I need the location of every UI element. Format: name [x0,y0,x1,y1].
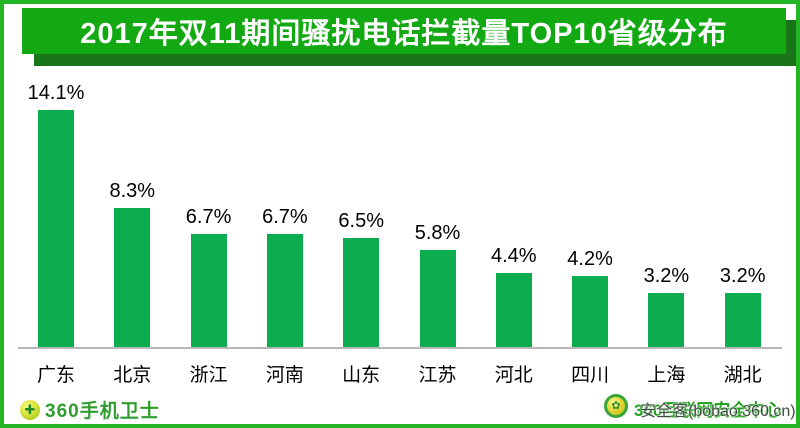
axis-category-label: 河北 [494,365,533,386]
bar-value-label: 6.7% [262,206,308,228]
360-mobile-guard-icon: ✚ [20,399,40,420]
axis-category-label: 江苏 [418,365,457,386]
axis-category-label: 广东 [36,365,75,386]
bar [419,250,456,347]
axis-category-label: 北京 [113,365,152,386]
footer-left-logo: ✚ 360手机卫士 [20,396,160,423]
bar [724,293,761,347]
bar-group: 3.2% [705,265,781,347]
bar-value-label: 5.8% [414,222,461,244]
bar-value-label: 8.3% [109,180,156,202]
page-title: 2017年双11期间骚扰电话拦截量TOP10省级分布 [80,18,728,50]
chart-canvas: 2017年双11期间骚扰电话拦截量TOP10省级分布 14.1% 8.3% 6.7%… [4,4,796,424]
bar-value-label: 6.7% [185,206,232,228]
x-axis-line [18,347,782,349]
bar-group: 14.1% [18,82,94,347]
bar-group: 3.2% [628,265,704,347]
bar-value-label: 6.5% [338,210,384,232]
bar [190,234,227,347]
bar-group: 6.5% [323,210,399,347]
axis-category-label: 上海 [647,365,686,386]
bar [572,276,609,347]
axis-category-label: 浙江 [189,365,228,386]
axis-category-label: 河南 [265,365,304,386]
bar-group: 4.4% [476,245,552,347]
bar [495,273,532,347]
bar [38,110,74,347]
axis-category-label: 山东 [342,365,381,386]
axis-category-label: 四川 [571,365,610,386]
bar-value-label: 4.2% [567,248,613,270]
bar-group: 4.2% [552,248,628,347]
bar [266,234,303,347]
bar-value-label: 14.1% [27,82,85,104]
footer-right-logo: ✿ 360互联网安全中心 安全客(bobao.360.cn) [604,394,796,420]
footer-right-logo-text: 360互联网安全中心 [634,401,782,420]
footer-right-text-wrap: 360互联网安全中心 安全客(bobao.360.cn) [634,394,796,420]
bar-group: 6.7% [247,206,323,347]
bar [114,208,151,347]
bar-value-label: 4.4% [491,245,537,267]
bar [343,238,380,347]
360-security-center-icon: ✿ [604,394,628,418]
watermark-text: 安全客(bobao.360.cn) [640,403,796,420]
bar-value-label: 3.2% [643,265,690,287]
bar-group: 8.3% [94,180,170,347]
footer-left-logo-text: 360手机卫士 [45,401,160,422]
title-banner: 2017年双11期间骚扰电话拦截量TOP10省级分布 [22,8,786,54]
bar-group: 5.8% [400,222,476,347]
axis-category-label: 湖北 [723,365,762,386]
bar-value-label: 3.2% [719,265,766,287]
bar-group: 6.7% [171,206,247,347]
bar [648,293,685,347]
